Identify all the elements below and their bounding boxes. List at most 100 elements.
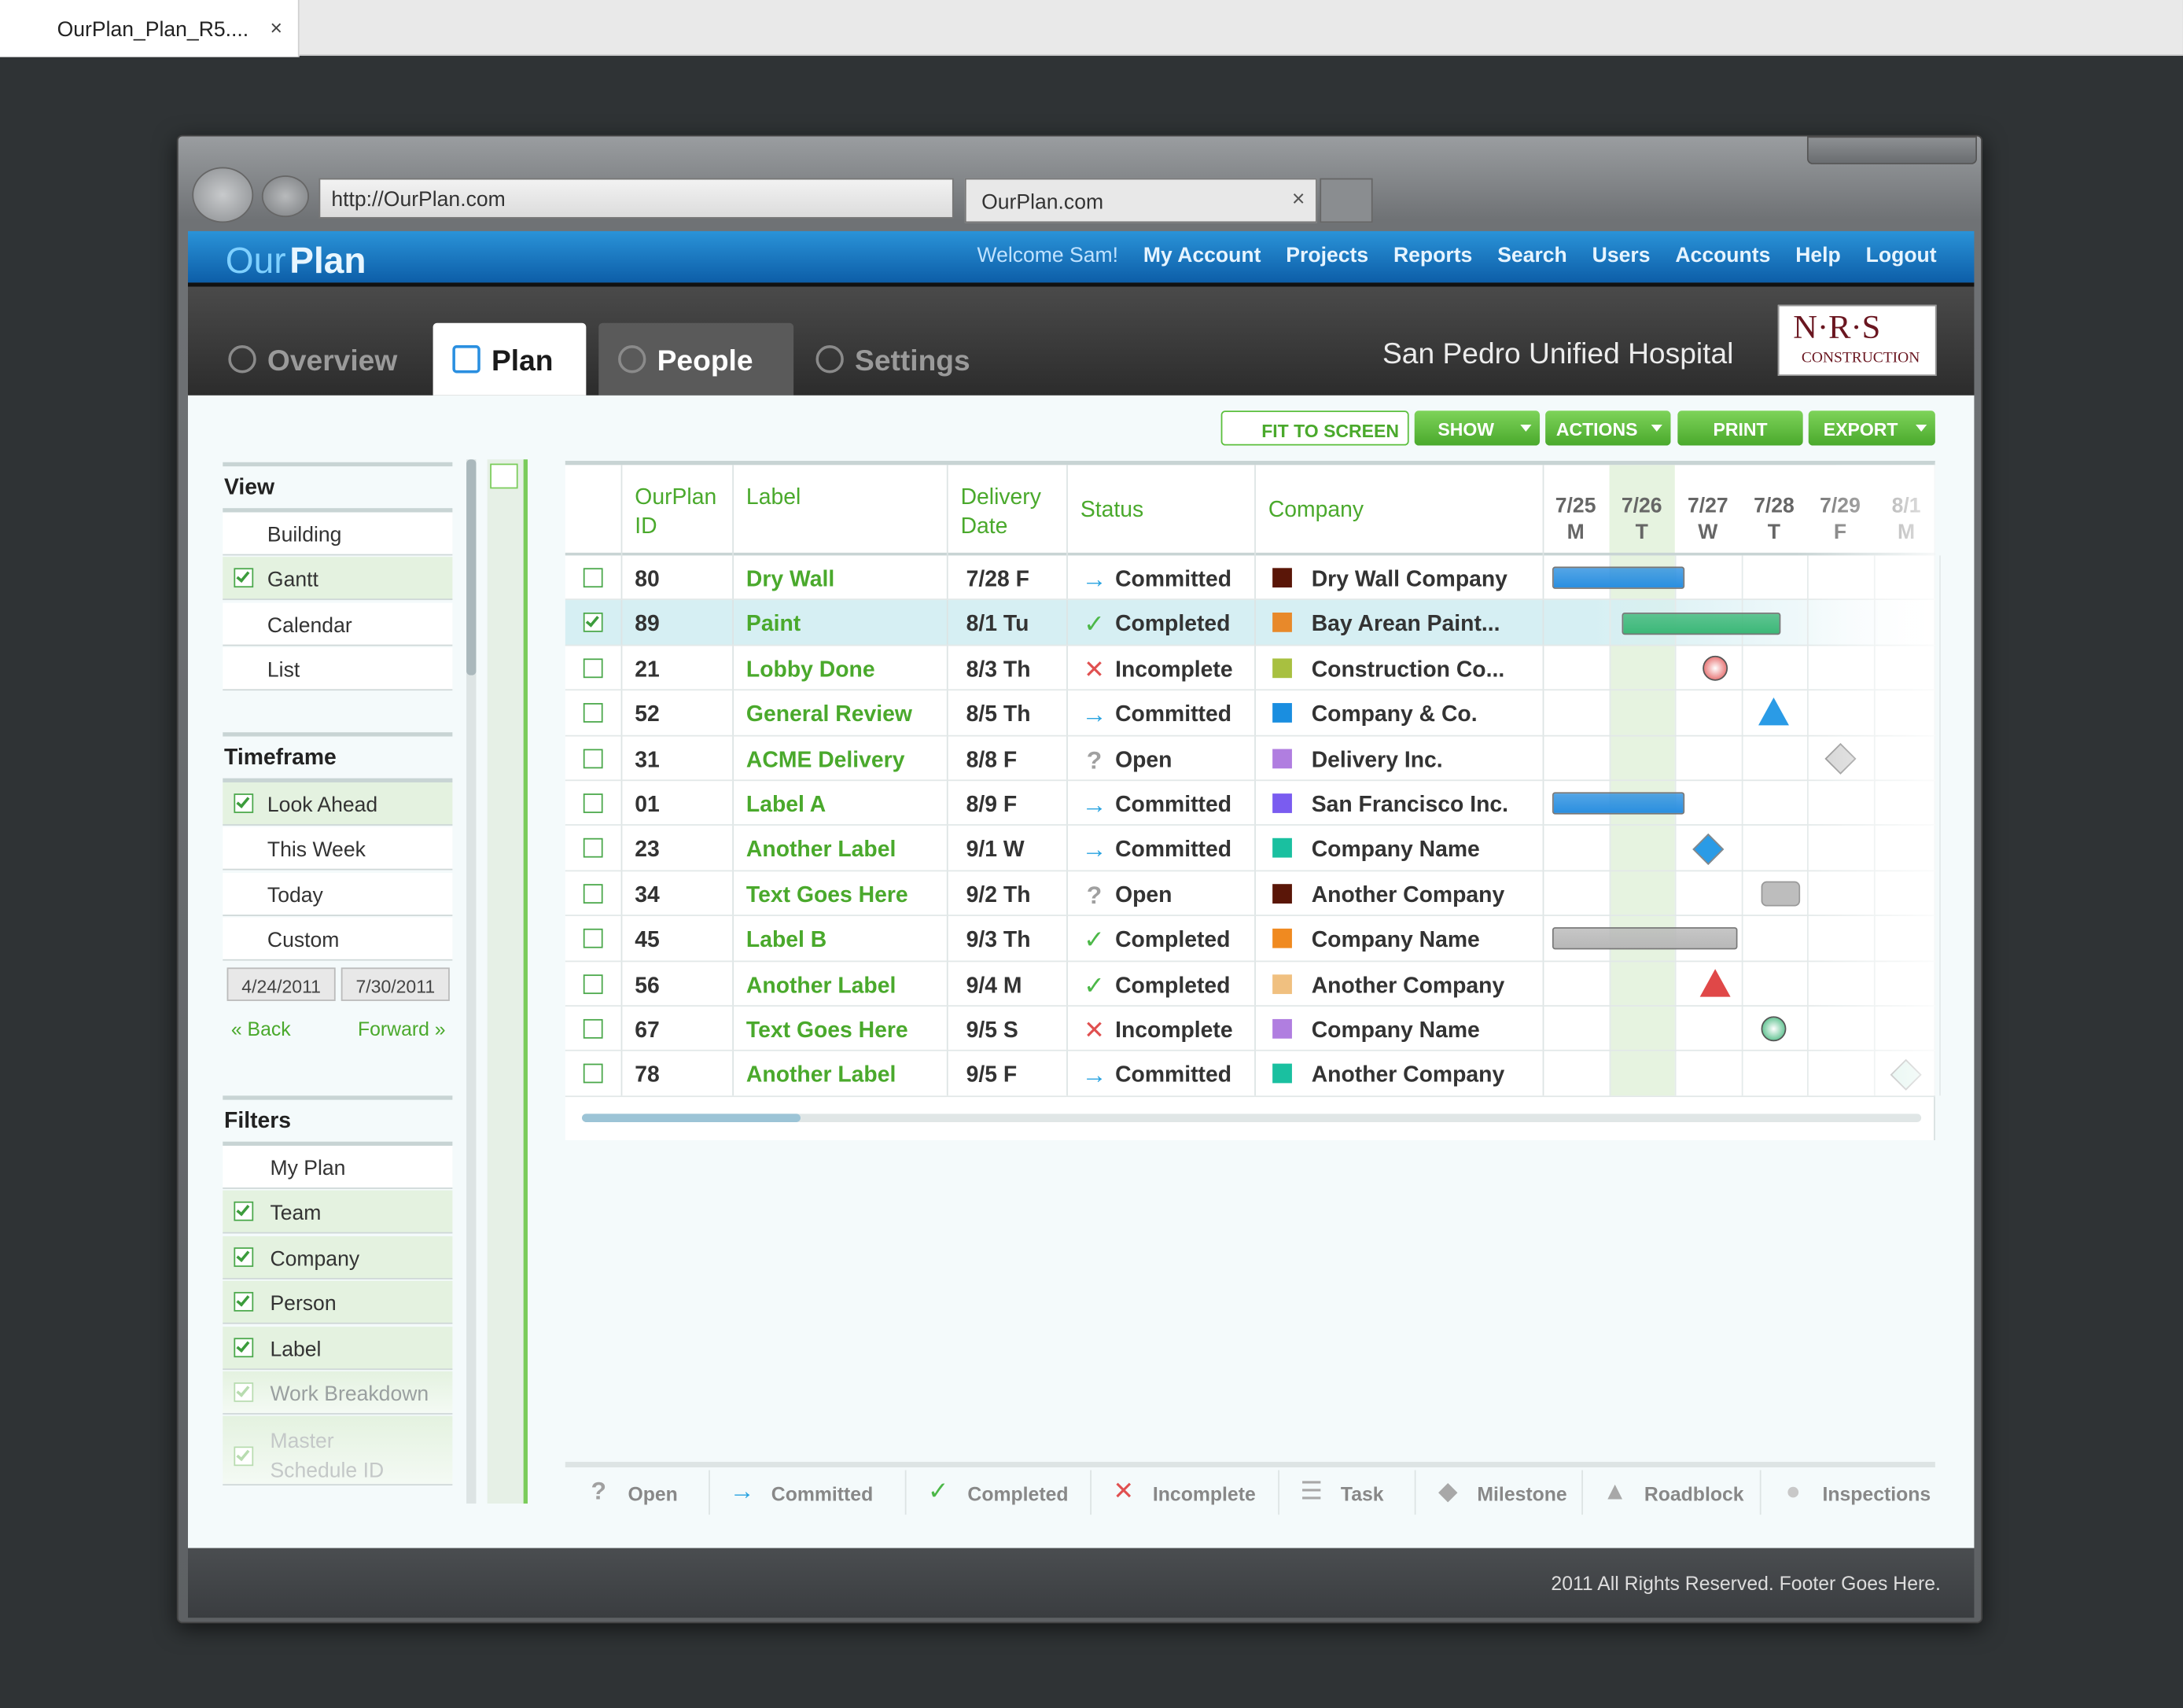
toolbar-button[interactable]: FIT TO SCREEN bbox=[1220, 410, 1409, 446]
checkbox[interactable] bbox=[583, 793, 603, 813]
task-label[interactable]: ACME Delivery bbox=[745, 748, 905, 772]
collapse-button[interactable] bbox=[490, 463, 518, 489]
nav-tab[interactable]: Settings bbox=[797, 323, 992, 396]
checkbox[interactable] bbox=[583, 658, 603, 678]
sidebar-item[interactable]: This Week bbox=[223, 827, 453, 871]
nav-tab[interactable]: Plan bbox=[433, 322, 587, 396]
nav-link[interactable]: Search bbox=[1497, 243, 1567, 267]
checkbox[interactable] bbox=[583, 929, 603, 948]
checkbox[interactable] bbox=[583, 748, 603, 768]
nav-link[interactable]: Projects bbox=[1286, 243, 1369, 267]
forward-link[interactable]: Forward » bbox=[357, 1018, 446, 1040]
sidebar-item[interactable]: Person bbox=[223, 1281, 453, 1324]
address-bar[interactable] bbox=[318, 178, 954, 219]
toolbar-button[interactable]: EXPORT bbox=[1808, 410, 1935, 446]
checkbox[interactable] bbox=[234, 569, 254, 588]
h-scrollthumb[interactable] bbox=[582, 1114, 801, 1122]
gantt-task[interactable] bbox=[1552, 792, 1685, 815]
checkbox[interactable] bbox=[583, 568, 603, 588]
sidebar-item[interactable]: Building bbox=[223, 512, 453, 556]
checkbox[interactable] bbox=[234, 1447, 254, 1467]
check-mark bbox=[236, 1447, 250, 1462]
delivery-date: 9/2 Th bbox=[966, 883, 1031, 907]
os-tab-close[interactable]: × bbox=[270, 17, 282, 41]
checkbox[interactable] bbox=[583, 883, 603, 904]
sidebar-rule bbox=[223, 1141, 453, 1147]
nav-link[interactable]: Reports bbox=[1393, 243, 1473, 267]
back-button[interactable] bbox=[192, 167, 254, 223]
task-label[interactable]: Another Label bbox=[745, 1064, 896, 1088]
checkbox[interactable] bbox=[234, 793, 254, 813]
company-swatch bbox=[1272, 974, 1292, 994]
gantt-task[interactable] bbox=[1552, 566, 1685, 590]
sidebar-item[interactable]: Look Ahead bbox=[223, 782, 453, 826]
nav-link[interactable]: Help bbox=[1795, 243, 1841, 267]
sidebar-item[interactable]: Today bbox=[223, 872, 453, 916]
company-swatch bbox=[1272, 748, 1292, 768]
day-name: T bbox=[1635, 521, 1648, 545]
sidebar-item[interactable]: Team bbox=[223, 1191, 453, 1235]
sidebar-item[interactable]: Work Breakdown bbox=[223, 1371, 453, 1415]
plan-id: 56 bbox=[635, 974, 660, 998]
checkbox[interactable] bbox=[583, 838, 603, 859]
browser-tab[interactable] bbox=[964, 178, 1317, 223]
sidebar-item[interactable]: Label bbox=[223, 1326, 453, 1370]
date-input[interactable]: 4/24/2011 bbox=[226, 967, 336, 1001]
nav-link[interactable]: Users bbox=[1592, 243, 1651, 267]
sidebar-item[interactable]: Gantt bbox=[223, 557, 453, 601]
nav-tab[interactable]: Overview bbox=[209, 323, 418, 396]
nav-link[interactable]: My Account bbox=[1143, 243, 1261, 267]
checkbox[interactable] bbox=[583, 613, 603, 633]
sidebar-rule bbox=[223, 1095, 453, 1100]
checkbox[interactable] bbox=[234, 1246, 254, 1267]
browser-tab-close[interactable]: × bbox=[1291, 188, 1305, 212]
toolbar-button[interactable]: SHOW bbox=[1414, 410, 1541, 446]
gantt-roadblock[interactable] bbox=[1758, 698, 1790, 727]
sidebar-item[interactable]: Company bbox=[223, 1235, 453, 1279]
task-label[interactable]: Label B bbox=[745, 929, 827, 953]
sidebar-item[interactable]: List bbox=[223, 647, 453, 691]
nav-tab[interactable]: People bbox=[598, 322, 794, 396]
gantt-roadblock[interactable] bbox=[1699, 968, 1730, 997]
task-label[interactable]: Text Goes Here bbox=[745, 883, 908, 907]
new-tab[interactable] bbox=[1320, 178, 1373, 223]
toolbar-button[interactable]: PRINT bbox=[1677, 410, 1803, 446]
forward-button[interactable] bbox=[261, 175, 310, 218]
task-label[interactable]: Paint bbox=[745, 613, 801, 637]
checkbox[interactable] bbox=[234, 1337, 254, 1357]
checkbox[interactable] bbox=[234, 1382, 254, 1402]
task-label[interactable]: General Review bbox=[745, 703, 912, 727]
task-label[interactable]: Label A bbox=[745, 793, 826, 818]
sidebar-item[interactable]: My Plan bbox=[223, 1146, 453, 1189]
task-label[interactable]: Lobby Done bbox=[745, 658, 875, 683]
checkbox[interactable] bbox=[234, 1202, 254, 1222]
checkbox[interactable] bbox=[583, 703, 603, 723]
sidebar-item[interactable]: Custom bbox=[223, 918, 453, 961]
task-label[interactable]: Text Goes Here bbox=[745, 1018, 908, 1044]
checkbox[interactable] bbox=[583, 974, 603, 994]
day-name: M bbox=[1566, 521, 1585, 545]
gantt-inspection[interactable] bbox=[1702, 655, 1728, 681]
dropdown-caret bbox=[1916, 424, 1927, 432]
nav-link[interactable]: Accounts bbox=[1675, 243, 1771, 267]
gantt-task[interactable] bbox=[1552, 927, 1738, 951]
gantt-task[interactable] bbox=[1622, 612, 1781, 635]
company-logo-name: N·R·S bbox=[1793, 310, 1881, 347]
company: Delivery Inc. bbox=[1311, 748, 1443, 772]
date-input[interactable]: 7/30/2011 bbox=[341, 967, 450, 1001]
checkbox[interactable] bbox=[583, 1064, 603, 1084]
checkbox[interactable] bbox=[234, 1292, 254, 1312]
sidebar-item[interactable]: Calendar bbox=[223, 602, 453, 646]
checkbox[interactable] bbox=[583, 1018, 603, 1039]
back-link[interactable]: « Back bbox=[230, 1018, 291, 1040]
sidebar-item[interactable]: Master Schedule ID bbox=[223, 1416, 453, 1486]
toolbar-button[interactable]: ACTIONS bbox=[1545, 410, 1671, 446]
task-label[interactable]: Another Label bbox=[745, 974, 896, 998]
nav-link[interactable]: Logout bbox=[1865, 243, 1937, 267]
gantt-inspection[interactable] bbox=[1761, 1016, 1787, 1042]
gantt-delivery[interactable] bbox=[1761, 881, 1801, 907]
task-label[interactable]: Another Label bbox=[745, 838, 896, 863]
status: Committed bbox=[1115, 1064, 1232, 1088]
delivery-date: 8/5 Th bbox=[966, 703, 1031, 727]
task-label[interactable]: Dry Wall bbox=[745, 568, 835, 592]
